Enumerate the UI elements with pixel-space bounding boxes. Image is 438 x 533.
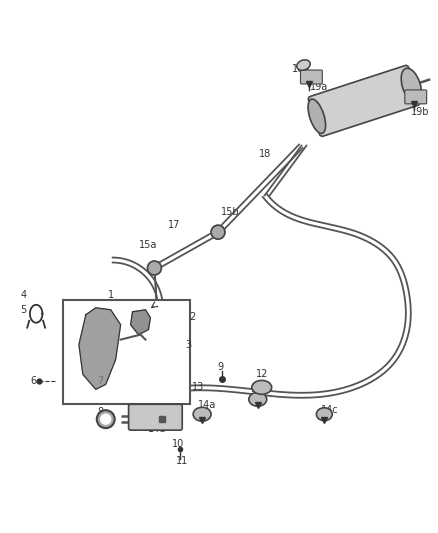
- Text: 16a: 16a: [292, 64, 311, 74]
- Text: 6: 6: [30, 376, 36, 386]
- Ellipse shape: [193, 407, 211, 421]
- FancyBboxPatch shape: [129, 404, 182, 430]
- Polygon shape: [131, 310, 150, 335]
- FancyBboxPatch shape: [405, 90, 427, 104]
- Text: 16b: 16b: [403, 83, 421, 93]
- Circle shape: [101, 414, 111, 424]
- Polygon shape: [79, 308, 120, 389]
- Text: 19b: 19b: [410, 107, 429, 117]
- FancyBboxPatch shape: [300, 70, 322, 84]
- Ellipse shape: [297, 60, 310, 70]
- Text: 14c: 14c: [321, 405, 338, 415]
- Text: 7: 7: [98, 376, 104, 386]
- Text: 14b: 14b: [251, 384, 269, 394]
- Text: 15b: 15b: [221, 207, 239, 217]
- Text: 12: 12: [255, 369, 268, 379]
- Text: 18: 18: [258, 149, 271, 159]
- Text: 3: 3: [185, 340, 191, 350]
- Circle shape: [97, 410, 115, 428]
- Bar: [63, 300, 190, 404]
- Ellipse shape: [249, 392, 267, 406]
- Text: 15a: 15a: [139, 240, 158, 250]
- Ellipse shape: [316, 408, 332, 421]
- Ellipse shape: [308, 99, 325, 133]
- Text: 19a: 19a: [310, 82, 328, 92]
- Ellipse shape: [401, 68, 421, 103]
- Circle shape: [148, 261, 161, 275]
- Text: 14d: 14d: [148, 424, 166, 434]
- Text: 13: 13: [192, 382, 204, 392]
- Text: 8: 8: [98, 407, 104, 417]
- Text: 2: 2: [189, 312, 195, 322]
- Text: 4: 4: [20, 290, 26, 300]
- FancyBboxPatch shape: [308, 66, 420, 136]
- Text: 9: 9: [217, 362, 223, 373]
- Text: 5: 5: [20, 305, 26, 315]
- Text: 1: 1: [108, 290, 114, 300]
- Ellipse shape: [252, 381, 272, 394]
- Text: 10: 10: [172, 439, 184, 449]
- Text: 17: 17: [168, 220, 180, 230]
- Text: 11: 11: [176, 456, 188, 466]
- Circle shape: [211, 225, 225, 239]
- Text: 14a: 14a: [198, 400, 216, 410]
